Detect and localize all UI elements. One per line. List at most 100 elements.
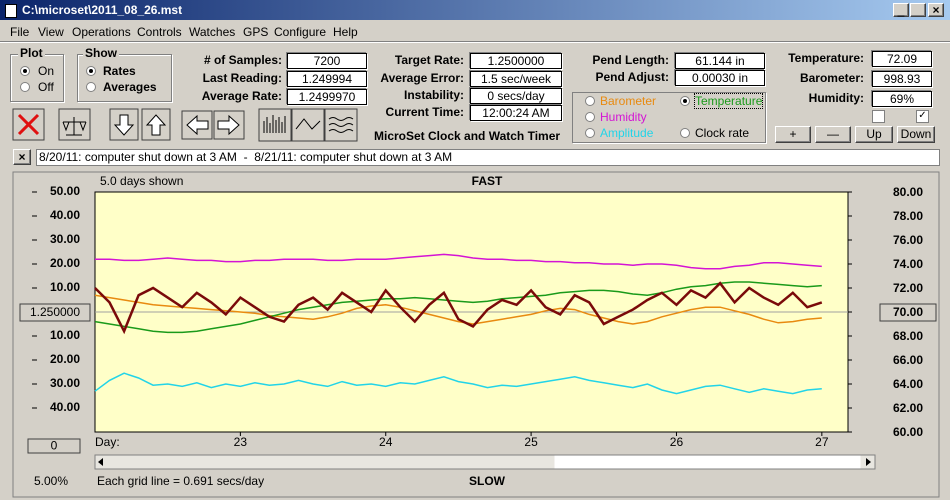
menu-item[interactable]: File — [10, 25, 30, 39]
y2-tick-label: 62.00 — [893, 401, 923, 415]
radio[interactable] — [86, 66, 96, 76]
legend-label[interactable]: Temperature — [693, 93, 764, 109]
radio-label[interactable]: Averages — [103, 80, 157, 94]
adjust-button[interactable]: — — [815, 126, 851, 143]
balance-button[interactable] — [58, 108, 91, 141]
menu-item[interactable]: Controls — [137, 25, 182, 39]
noise-button[interactable] — [324, 108, 358, 142]
adjust-button[interactable]: Down — [897, 126, 935, 143]
field-value: 0.00030 in — [675, 70, 765, 86]
x-tick-label: 23 — [234, 435, 248, 449]
plot-group — [10, 54, 64, 102]
y-tick-label: 10.00 — [50, 280, 80, 294]
field-label: Current Time: — [385, 105, 464, 119]
field-label: Average Error: — [380, 71, 464, 85]
y2-tick-label: 74.00 — [893, 257, 923, 271]
y2-tick-label: 64.00 — [893, 377, 923, 391]
bars-button[interactable] — [258, 108, 292, 142]
series-line — [94, 294, 822, 325]
scroll-thumb[interactable] — [554, 455, 861, 469]
adjust-button[interactable]: + — [775, 126, 811, 143]
menu-separator — [0, 41, 950, 43]
field-label: Instability: — [403, 88, 464, 102]
radio[interactable] — [86, 82, 96, 92]
series-line — [94, 281, 822, 334]
chart-title: FAST — [472, 174, 503, 188]
offset[interactable]: 0 — [51, 439, 58, 453]
menu-item[interactable]: Operations — [72, 25, 131, 39]
series-radio[interactable] — [585, 128, 595, 138]
y2-tick-label: 80.00 — [893, 185, 923, 199]
radio-label[interactable]: Off — [38, 80, 54, 94]
field-value: 1.2499970 — [287, 89, 367, 105]
window-title: C:\microset\2011_08_26.mst — [22, 3, 183, 17]
field-label: Barometer: — [799, 71, 864, 85]
center-rate-button[interactable] — [19, 303, 91, 322]
field-label: Last Reading: — [202, 71, 282, 85]
radio-label[interactable]: Rates — [103, 64, 136, 78]
y2-tick-label: 76.00 — [893, 233, 923, 247]
field-label: Temperature: — [788, 51, 864, 65]
center-rate[interactable]: 1.250000 — [30, 305, 80, 319]
legend-label[interactable]: Amplitude — [600, 126, 654, 140]
offset-button[interactable] — [27, 438, 81, 454]
y2-center-button — [879, 303, 937, 322]
wave-button[interactable] — [291, 108, 325, 142]
series-radio[interactable] — [680, 128, 690, 138]
maximize[interactable] — [910, 3, 926, 17]
menu-item[interactable]: View — [38, 25, 64, 39]
down-button[interactable] — [109, 108, 139, 141]
right-button[interactable] — [213, 110, 245, 140]
stop-button[interactable] — [12, 108, 45, 141]
radio[interactable] — [20, 66, 30, 76]
checkbox[interactable]: ✓ — [916, 110, 929, 123]
menu-item[interactable]: Configure — [274, 25, 327, 39]
legend-label[interactable]: Humidity — [600, 110, 647, 124]
field-label: # of Samples: — [203, 53, 282, 67]
y-tick-label: 30.00 — [50, 376, 80, 390]
y-tick-label: 20.00 — [50, 256, 80, 270]
series-line — [95, 253, 822, 270]
left-button[interactable] — [181, 110, 213, 140]
up-button[interactable] — [141, 108, 171, 141]
minimize[interactable]: _ — [893, 3, 909, 17]
legend-label[interactable]: Barometer — [600, 94, 657, 108]
app-icon — [5, 4, 17, 18]
radio-label[interactable]: On — [38, 64, 55, 78]
radio[interactable] — [20, 82, 30, 92]
menu-item[interactable]: Help — [333, 25, 358, 39]
y-tick-label: 40.00 — [50, 208, 80, 222]
x-tick-label: 25 — [524, 435, 538, 449]
field-value: 7200 — [287, 53, 367, 69]
field-value: 1.2500000 — [470, 53, 562, 69]
legend-label[interactable]: Clock rate — [695, 126, 750, 140]
menu-item[interactable]: GPS — [243, 25, 269, 39]
menu-item[interactable]: Watches — [189, 25, 236, 39]
group-title: Plot — [18, 46, 45, 60]
x-tick-label: 27 — [815, 435, 829, 449]
notes[interactable]: 8/20/11: computer shut down at 3 AM - 8/… — [36, 149, 940, 166]
chart: 5.0 days shown FAST Day: 1.250000 0 5.00… — [12, 171, 940, 498]
checkbox[interactable] — [872, 110, 885, 123]
y2-tick-label: 68.00 — [893, 329, 923, 343]
series-radio[interactable] — [585, 96, 595, 106]
y2-tick-label: 72.00 — [893, 281, 923, 295]
field-label: Average Rate: — [201, 89, 282, 103]
clear-notes[interactable]: × — [13, 149, 31, 165]
series-selector — [572, 92, 766, 143]
series-radio[interactable] — [680, 96, 690, 106]
adjust-button[interactable]: Up — [855, 126, 893, 143]
y2-tick-label: 78.00 — [893, 209, 923, 223]
field-value: 998.93 — [872, 71, 932, 87]
field-value: 69% — [872, 91, 932, 107]
scale: 5.00% — [34, 474, 68, 488]
y-tick-label: 20.00 — [50, 352, 80, 366]
field-label: Pend Adjust: — [595, 70, 669, 84]
y-tick-label: 40.00 — [50, 400, 80, 414]
series-line — [94, 281, 823, 335]
close[interactable]: × — [928, 3, 944, 17]
y2-tick-label: 60.00 — [893, 425, 923, 439]
bottom-title: SLOW — [469, 474, 506, 488]
series-radio[interactable] — [585, 112, 595, 122]
